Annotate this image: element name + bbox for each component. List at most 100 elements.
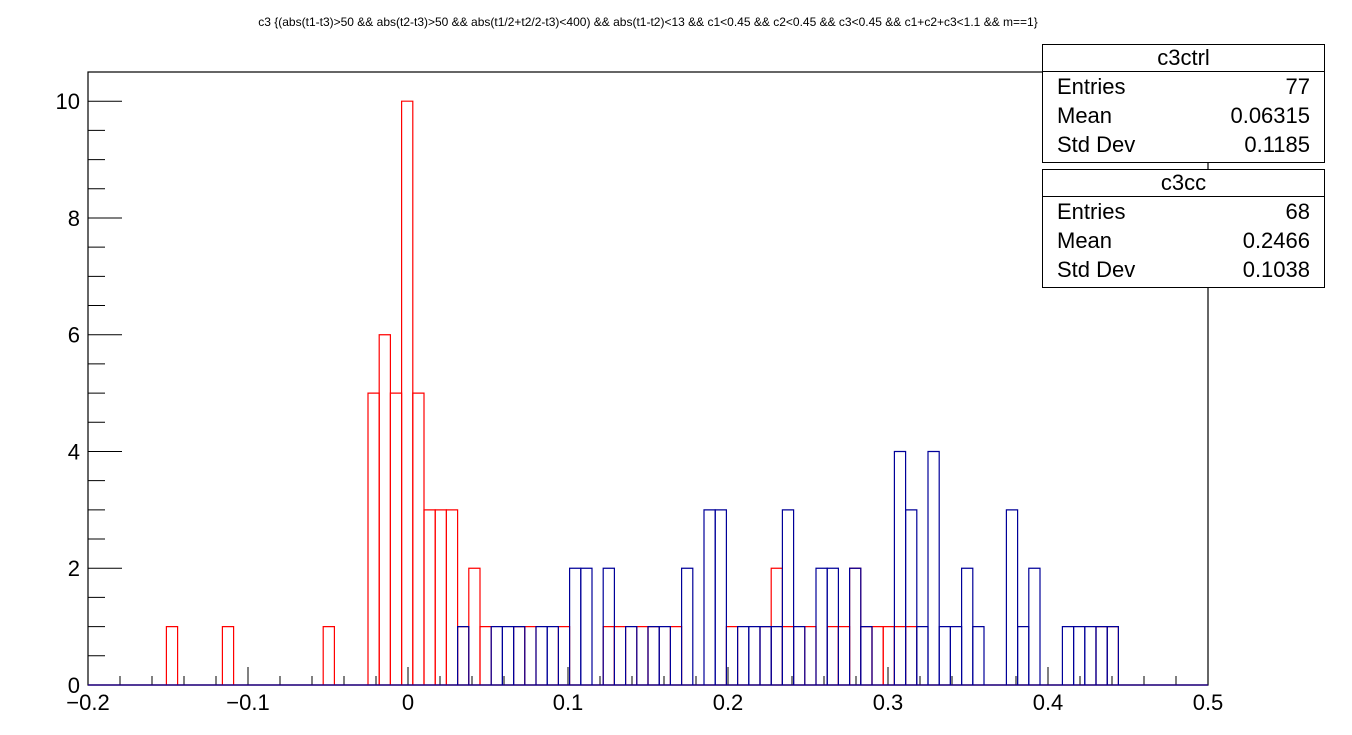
- histogram-bin: [658, 626, 671, 685]
- histogram-bin: [927, 450, 940, 685]
- histogram-bin: [221, 626, 235, 685]
- stats-std-label: Std Dev: [1057, 257, 1136, 282]
- histogram-bins: [88, 100, 1208, 686]
- stats-mean-label: Mean: [1057, 103, 1113, 128]
- histogram-bin: [322, 626, 335, 685]
- histogram-bin: [569, 567, 582, 685]
- histogram-bin: [1084, 626, 1097, 685]
- histogram-bin: [793, 626, 806, 685]
- stats-entries-label: Entries: [1057, 74, 1126, 99]
- histogram-bin: [636, 626, 649, 685]
- histogram-bin: [445, 509, 459, 685]
- histogram-bin: [434, 509, 447, 685]
- stats-std-label: Std Dev: [1057, 132, 1136, 157]
- histogram-bin: [938, 626, 951, 685]
- histogram-bin: [535, 626, 548, 685]
- histogram-bin: [423, 509, 436, 685]
- histogram-bin: [468, 567, 481, 685]
- y-tick-label: 10: [56, 89, 80, 114]
- histogram-bin: [871, 626, 884, 685]
- histogram-bin: [1028, 567, 1041, 685]
- histogram-bin: [546, 626, 559, 685]
- histogram-bin: [479, 626, 492, 685]
- histogram-bin: [457, 626, 470, 685]
- y-tick-label: 2: [68, 556, 80, 581]
- histogram-bin: [815, 567, 828, 685]
- stats-box-title: c3cc: [1043, 170, 1324, 197]
- stats-entries-row: Entries 77: [1043, 72, 1324, 101]
- histogram-bin: [367, 392, 380, 685]
- histogram-bin: [893, 450, 907, 685]
- histogram-bin: [1095, 626, 1108, 685]
- histogram-bin: [1005, 509, 1019, 685]
- stats-mean-value: 0.2466: [1242, 228, 1310, 253]
- histogram-bin: [401, 100, 414, 685]
- x-axis-labels: −0.2 −0.1 0 0.1 0.2 0.3 0.4 0.5: [66, 690, 1223, 715]
- histogram-bin: [647, 626, 660, 685]
- y-tick-label: 8: [68, 206, 80, 231]
- histogram-bin: [849, 567, 862, 685]
- histogram-bin: [849, 567, 862, 685]
- histogram-bin: [972, 626, 985, 685]
- stats-mean-row: Mean 0.2466: [1043, 226, 1324, 255]
- histogram-bin: [905, 626, 918, 685]
- histogram-bin: [681, 567, 694, 685]
- stats-std-value: 0.1038: [1242, 257, 1310, 282]
- histogram-bin: [714, 509, 727, 685]
- x-tick-label: −0.1: [226, 690, 269, 715]
- x-tick-label: 0.2: [713, 690, 744, 715]
- stats-mean-label: Mean: [1057, 228, 1113, 253]
- stats-box-c3ctrl: c3ctrl Entries 77 Mean 0.06315 Std Dev 0…: [1042, 44, 1325, 163]
- x-tick-label: 0.4: [1033, 690, 1064, 715]
- stats-std-row: Std Dev 0.1185: [1043, 130, 1324, 159]
- x-tick-label: 0.1: [553, 690, 584, 715]
- histogram-bin: [524, 626, 537, 685]
- histogram-bin: [457, 626, 470, 685]
- histogram-bin: [737, 626, 750, 685]
- histogram-bin: [669, 626, 683, 685]
- stats-entries-label: Entries: [1057, 199, 1126, 224]
- x-tick-label: −0.2: [66, 690, 109, 715]
- histogram-bin: [1017, 626, 1030, 685]
- histogram-bin: [826, 567, 839, 685]
- histogram-bin: [1073, 626, 1086, 685]
- histogram-bin: [580, 567, 593, 685]
- histogram-bin: [513, 626, 526, 685]
- histogram-bin: [412, 392, 425, 685]
- stats-box-title: c3ctrl: [1043, 45, 1324, 72]
- histogram-bin: [378, 334, 391, 685]
- y-tick-label: 4: [68, 439, 80, 464]
- stats-entries-value: 77: [1285, 74, 1310, 99]
- histogram-bin: [770, 626, 783, 685]
- stats-entries-row: Entries 68: [1043, 197, 1324, 226]
- stats-mean-row: Mean 0.06315: [1043, 101, 1324, 130]
- chart-title: c3 {(abs(t1-t3)>50 && abs(t2-t3)>50 && a…: [258, 15, 1037, 29]
- y-tick-label: 6: [68, 323, 80, 348]
- stats-mean-value: 0.06315: [1230, 103, 1310, 128]
- histogram-bin: [905, 509, 918, 685]
- histogram-bin: [647, 626, 660, 685]
- histogram-bin: [1061, 626, 1075, 685]
- histogram-bin: [882, 626, 895, 685]
- histogram-bin: [804, 626, 817, 685]
- histogram-bin: [602, 626, 615, 685]
- stats-entries-value: 68: [1285, 199, 1310, 224]
- histogram-bin: [1095, 626, 1108, 685]
- histogram-bin: [513, 626, 526, 685]
- histogram-bin: [1106, 626, 1119, 685]
- histogram-bin: [759, 626, 772, 685]
- histogram-bin: [781, 509, 795, 685]
- histogram-bin: [860, 626, 873, 685]
- histogram-bin: [490, 626, 503, 685]
- histogram-bin: [860, 626, 873, 685]
- stats-box-c3cc: c3cc Entries 68 Mean 0.2466 Std Dev 0.10…: [1042, 169, 1325, 288]
- histogram-bin: [625, 626, 638, 685]
- histogram-bin: [826, 626, 839, 685]
- histogram-bin: [961, 567, 974, 685]
- histogram-bin: [602, 567, 615, 685]
- y-axis-labels: 0 2 4 6 8 10: [56, 89, 80, 698]
- y-tick-label: 0: [68, 673, 80, 698]
- histogram-bin: [1106, 626, 1119, 685]
- x-tick-label: 0: [402, 690, 414, 715]
